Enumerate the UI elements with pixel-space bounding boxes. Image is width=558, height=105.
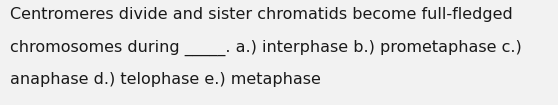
Text: Centromeres divide and sister chromatids become full-fledged: Centromeres divide and sister chromatids… xyxy=(10,7,513,22)
Text: chromosomes during _____. a.) interphase b.) prometaphase c.): chromosomes during _____. a.) interphase… xyxy=(10,40,522,56)
Text: anaphase d.) telophase e.) metaphase: anaphase d.) telophase e.) metaphase xyxy=(10,72,321,87)
